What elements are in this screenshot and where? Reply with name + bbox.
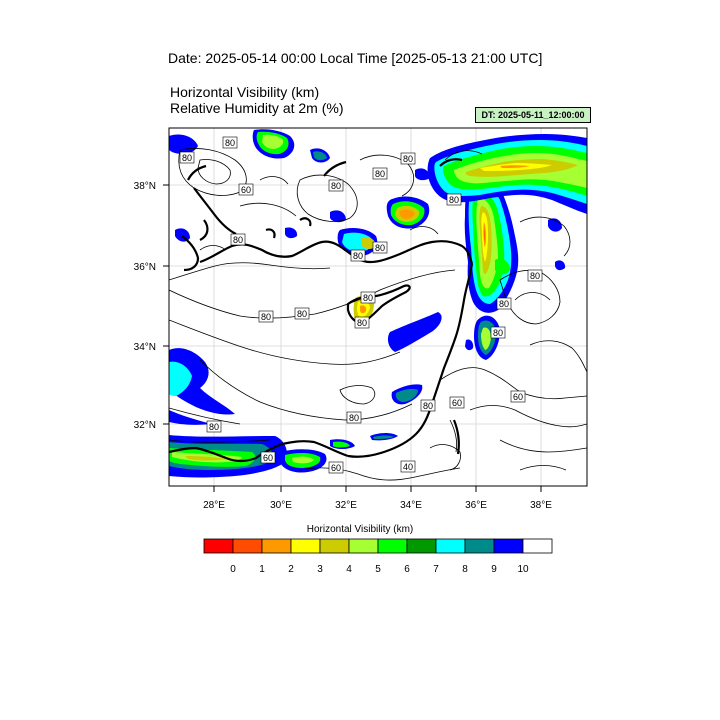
legend-label: 10: [517, 564, 529, 575]
contour-label: 80: [530, 271, 540, 281]
lon-tick-label: 38°E: [530, 500, 552, 511]
map-frame: [168, 127, 588, 487]
lon-tick-label: 34°E: [400, 500, 422, 511]
axis-tick-labels: 28°E 30°E 32°E 34°E 36°E 38°E 38°N 36°N …: [134, 181, 553, 511]
lat-tick-label: 34°N: [134, 342, 156, 353]
visibility-shading-sea: [353, 296, 442, 441]
contour-label: 80: [375, 243, 385, 253]
visibility-shading-levant: [464, 177, 566, 360]
legend-swatch: [261, 538, 292, 554]
legend-label: 5: [375, 564, 381, 575]
contour-label: 60: [513, 392, 523, 402]
contour-label: 60: [452, 398, 462, 408]
legend-label: 7: [433, 564, 439, 575]
contour-label: 80: [209, 422, 219, 432]
dt-badge: DT: 2025-05-11_12:00:00: [475, 107, 591, 123]
field-title-visibility: Horizontal Visibility (km): [170, 84, 320, 100]
axis-ticks: [163, 184, 542, 492]
contour-label: 80: [375, 169, 385, 179]
contour-label: 80: [182, 153, 192, 163]
legend-label: 9: [491, 564, 497, 575]
contour-label: 80: [499, 299, 509, 309]
lat-tick-label: 36°N: [134, 262, 156, 273]
legend-swatch: [377, 538, 408, 554]
legend-title: Horizontal Visibility (km): [306, 524, 414, 535]
contour-label: 60: [241, 185, 251, 195]
contour-label: 80: [297, 309, 307, 319]
contour-label: 40: [403, 462, 413, 472]
lon-tick-label: 28°E: [203, 500, 225, 511]
lon-tick-label: 30°E: [270, 500, 292, 511]
legend-swatch: [290, 538, 321, 554]
map-area: 80 80 60 80 80 80 80 80 80 80 80 80 80 8…: [169, 128, 587, 486]
contour-label: 80: [225, 138, 235, 148]
legend-swatch: [464, 538, 495, 554]
contour-label: 80: [493, 328, 503, 338]
legend-swatch: [348, 538, 379, 554]
legend-swatch: [319, 538, 350, 554]
legend-label: 4: [346, 564, 352, 575]
contour-label: 60: [263, 453, 273, 463]
field-title-humidity: Relative Humidity at 2m (%): [170, 100, 344, 116]
legend-swatch: [522, 538, 553, 554]
legend-label: 3: [317, 564, 323, 575]
contour-label: 80: [403, 154, 413, 164]
contour-label: 80: [449, 195, 459, 205]
legend-swatch: [232, 538, 263, 554]
legend-label: 8: [462, 564, 468, 575]
legend-swatch: [493, 538, 524, 554]
contour-label: 80: [363, 293, 373, 303]
contour-label: 80: [349, 413, 359, 423]
legend-label: 6: [404, 564, 410, 575]
legend-swatch: [406, 538, 437, 554]
contour-label: 80: [357, 318, 367, 328]
legend-colorbar: [203, 538, 553, 554]
legend-label: 2: [288, 564, 294, 575]
contour-label: 60: [331, 463, 341, 473]
contour-label: 80: [423, 401, 433, 411]
lon-tick-label: 36°E: [465, 500, 487, 511]
legend-label: 1: [259, 564, 265, 575]
legend-swatch: [203, 538, 234, 554]
date-line: Date: 2025-05-14 00:00 Local Time [2025-…: [168, 50, 543, 66]
coastline: [169, 158, 474, 463]
contour-label: 80: [353, 251, 363, 261]
contour-label: 80: [261, 312, 271, 322]
lon-tick-label: 32°E: [335, 500, 357, 511]
legend-label: 0: [230, 564, 236, 575]
legend-swatch: [435, 538, 466, 554]
lat-tick-label: 38°N: [134, 181, 156, 192]
contour-label: 80: [331, 181, 341, 191]
lat-tick-label: 32°N: [134, 420, 156, 431]
contour-label: 80: [233, 235, 243, 245]
contour-labels: 80 80 60 80 80 80 80 80 80 80 80 80 80 8…: [179, 136, 543, 474]
visibility-shading-north: [169, 129, 587, 256]
